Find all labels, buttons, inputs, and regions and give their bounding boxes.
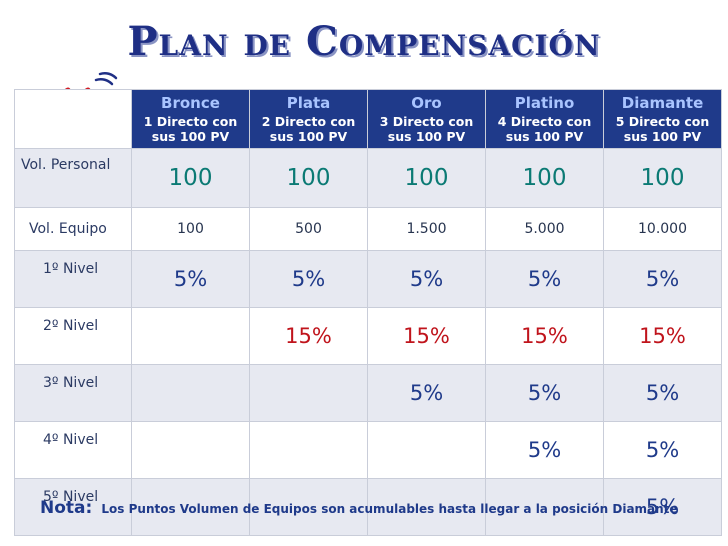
table-cell: 100 bbox=[132, 208, 249, 250]
row-label: Vol. Personal bbox=[15, 149, 131, 207]
column-name: Diamante bbox=[621, 94, 704, 112]
footnote: Nota: Los Puntos Volumen de Equipos son … bbox=[40, 498, 678, 518]
table-cell: 5% bbox=[368, 251, 485, 307]
row-label: 2º Nivel bbox=[15, 308, 131, 364]
table-cell: 100 bbox=[486, 149, 603, 207]
table-cell: 5% bbox=[604, 479, 721, 535]
column-header-plata: Plata 2 Directo con sus 100 PV bbox=[250, 90, 367, 148]
table-row-nivel-4: 4º Nivel 5% 5% bbox=[15, 422, 721, 478]
column-header-bronce: Bronce 1 Directo con sus 100 PV bbox=[132, 90, 249, 148]
table-row-nivel-3: 3º Nivel 5% 5% 5% bbox=[15, 365, 721, 421]
table-cell bbox=[368, 479, 485, 535]
table-cell bbox=[250, 422, 367, 478]
table-cell: 5.000 bbox=[486, 208, 603, 250]
row-label: 4º Nivel bbox=[15, 422, 131, 478]
table-cell: 5% bbox=[604, 365, 721, 421]
table-cell bbox=[486, 479, 603, 535]
column-desc-line2: sus 100 PV bbox=[151, 129, 230, 144]
column-desc-line1: 2 Directo con bbox=[261, 114, 356, 129]
row-label: 3º Nivel bbox=[15, 365, 131, 421]
table-cell: 5% bbox=[368, 365, 485, 421]
row-label: 5º Nivel bbox=[15, 479, 131, 535]
compensation-table: Bronce 1 Directo con sus 100 PV Plata 2 … bbox=[14, 89, 722, 536]
column-header-oro: Oro 3 Directo con sus 100 PV bbox=[368, 90, 485, 148]
table-cell: 5% bbox=[486, 251, 603, 307]
table-cell bbox=[132, 308, 249, 364]
table-cell: 100 bbox=[368, 149, 485, 207]
page-title: Plan de Compensación bbox=[127, 18, 601, 65]
table-cell: 1.500 bbox=[368, 208, 485, 250]
table-row-vol-equipo: Vol. Equipo 100 500 1.500 5.000 10.000 bbox=[15, 208, 721, 250]
column-name: Platino bbox=[514, 94, 575, 112]
table-cell bbox=[250, 479, 367, 535]
table-cell: 5% bbox=[486, 422, 603, 478]
table-cell: 15% bbox=[486, 308, 603, 364]
column-desc-line2: sus 100 PV bbox=[269, 129, 348, 144]
column-desc-line1: 3 Directo con bbox=[379, 114, 474, 129]
table-cell: 100 bbox=[132, 149, 249, 207]
column-header-diamante: Diamante 5 Directo con sus 100 PV bbox=[604, 90, 721, 148]
column-desc-line2: sus 100 PV bbox=[505, 129, 584, 144]
column-desc-line1: 1 Directo con bbox=[143, 114, 238, 129]
header-row: Bronce 1 Directo con sus 100 PV Plata 2 … bbox=[15, 90, 721, 148]
table-cell: 5% bbox=[604, 422, 721, 478]
table-row-nivel-2: 2º Nivel 15% 15% 15% 15% bbox=[15, 308, 721, 364]
column-name: Oro bbox=[411, 94, 442, 112]
column-desc-line1: 5 Directo con bbox=[615, 114, 710, 129]
column-name: Bronce bbox=[161, 94, 220, 112]
footnote-label: Nota: bbox=[40, 498, 93, 518]
table-cell: 15% bbox=[604, 308, 721, 364]
header-corner bbox=[15, 90, 131, 148]
row-label: Vol. Equipo bbox=[15, 208, 131, 250]
table-cell bbox=[368, 422, 485, 478]
table-cell: 15% bbox=[250, 308, 367, 364]
table-cell: 500 bbox=[250, 208, 367, 250]
table-cell: 10.000 bbox=[604, 208, 721, 250]
table-row-vol-personal: Vol. Personal 100 100 100 100 100 bbox=[15, 149, 721, 207]
column-desc-line1: 4 Directo con bbox=[497, 114, 592, 129]
column-desc-line2: sus 100 PV bbox=[623, 129, 702, 144]
footnote-text: Los Puntos Volumen de Equipos son acumul… bbox=[101, 502, 678, 516]
table-row-nivel-5: 5º Nivel 5% bbox=[15, 479, 721, 535]
table-cell: 100 bbox=[250, 149, 367, 207]
table-cell: 100 bbox=[604, 149, 721, 207]
table-cell bbox=[250, 365, 367, 421]
table-cell: 5% bbox=[486, 365, 603, 421]
row-label: 1º Nivel bbox=[15, 251, 131, 307]
table-cell bbox=[132, 479, 249, 535]
table-row-nivel-1: 1º Nivel 5% 5% 5% 5% 5% bbox=[15, 251, 721, 307]
table-cell: 5% bbox=[604, 251, 721, 307]
table-cell bbox=[132, 365, 249, 421]
table-cell: 5% bbox=[250, 251, 367, 307]
column-header-platino: Platino 4 Directo con sus 100 PV bbox=[486, 90, 603, 148]
column-desc-line2: sus 100 PV bbox=[387, 129, 466, 144]
table-cell bbox=[132, 422, 249, 478]
column-name: Plata bbox=[286, 94, 331, 112]
table-cell: 5% bbox=[132, 251, 249, 307]
table-cell: 15% bbox=[368, 308, 485, 364]
